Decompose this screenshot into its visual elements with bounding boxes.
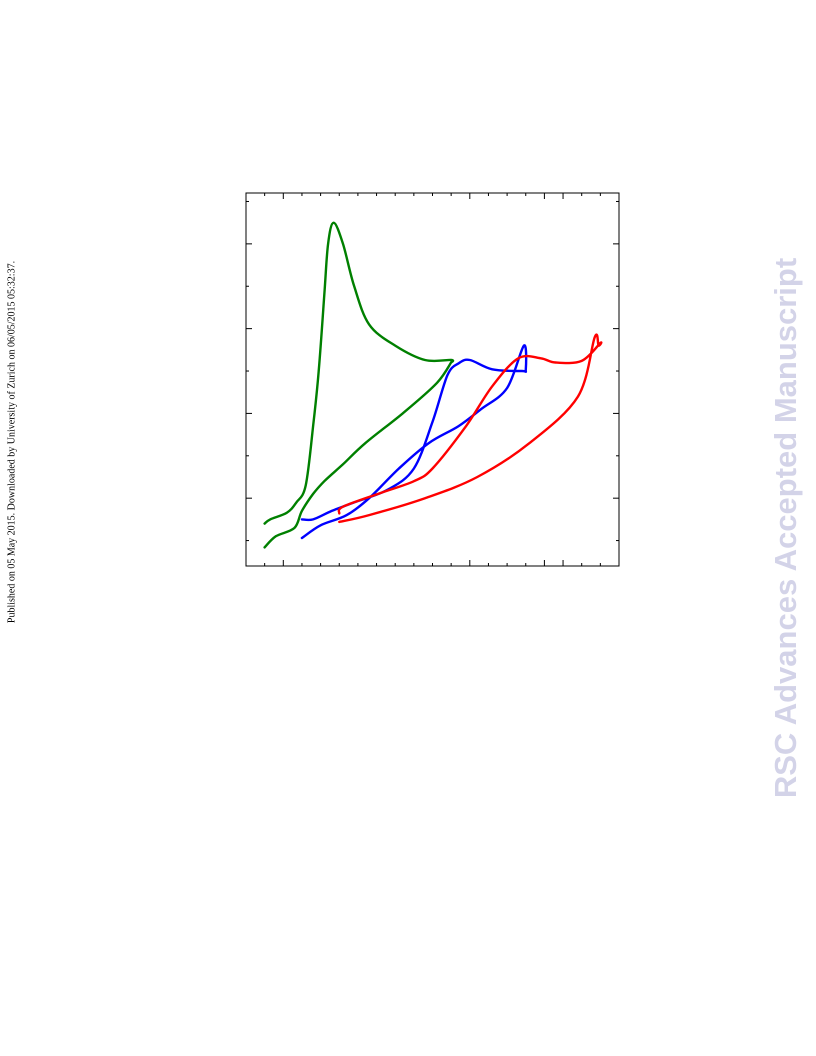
series-line-1: [263, 221, 455, 549]
series-line-2: [300, 344, 528, 540]
series-layer: [263, 221, 603, 549]
axis-ticks: [246, 193, 619, 566]
series-line-3: [337, 333, 603, 524]
